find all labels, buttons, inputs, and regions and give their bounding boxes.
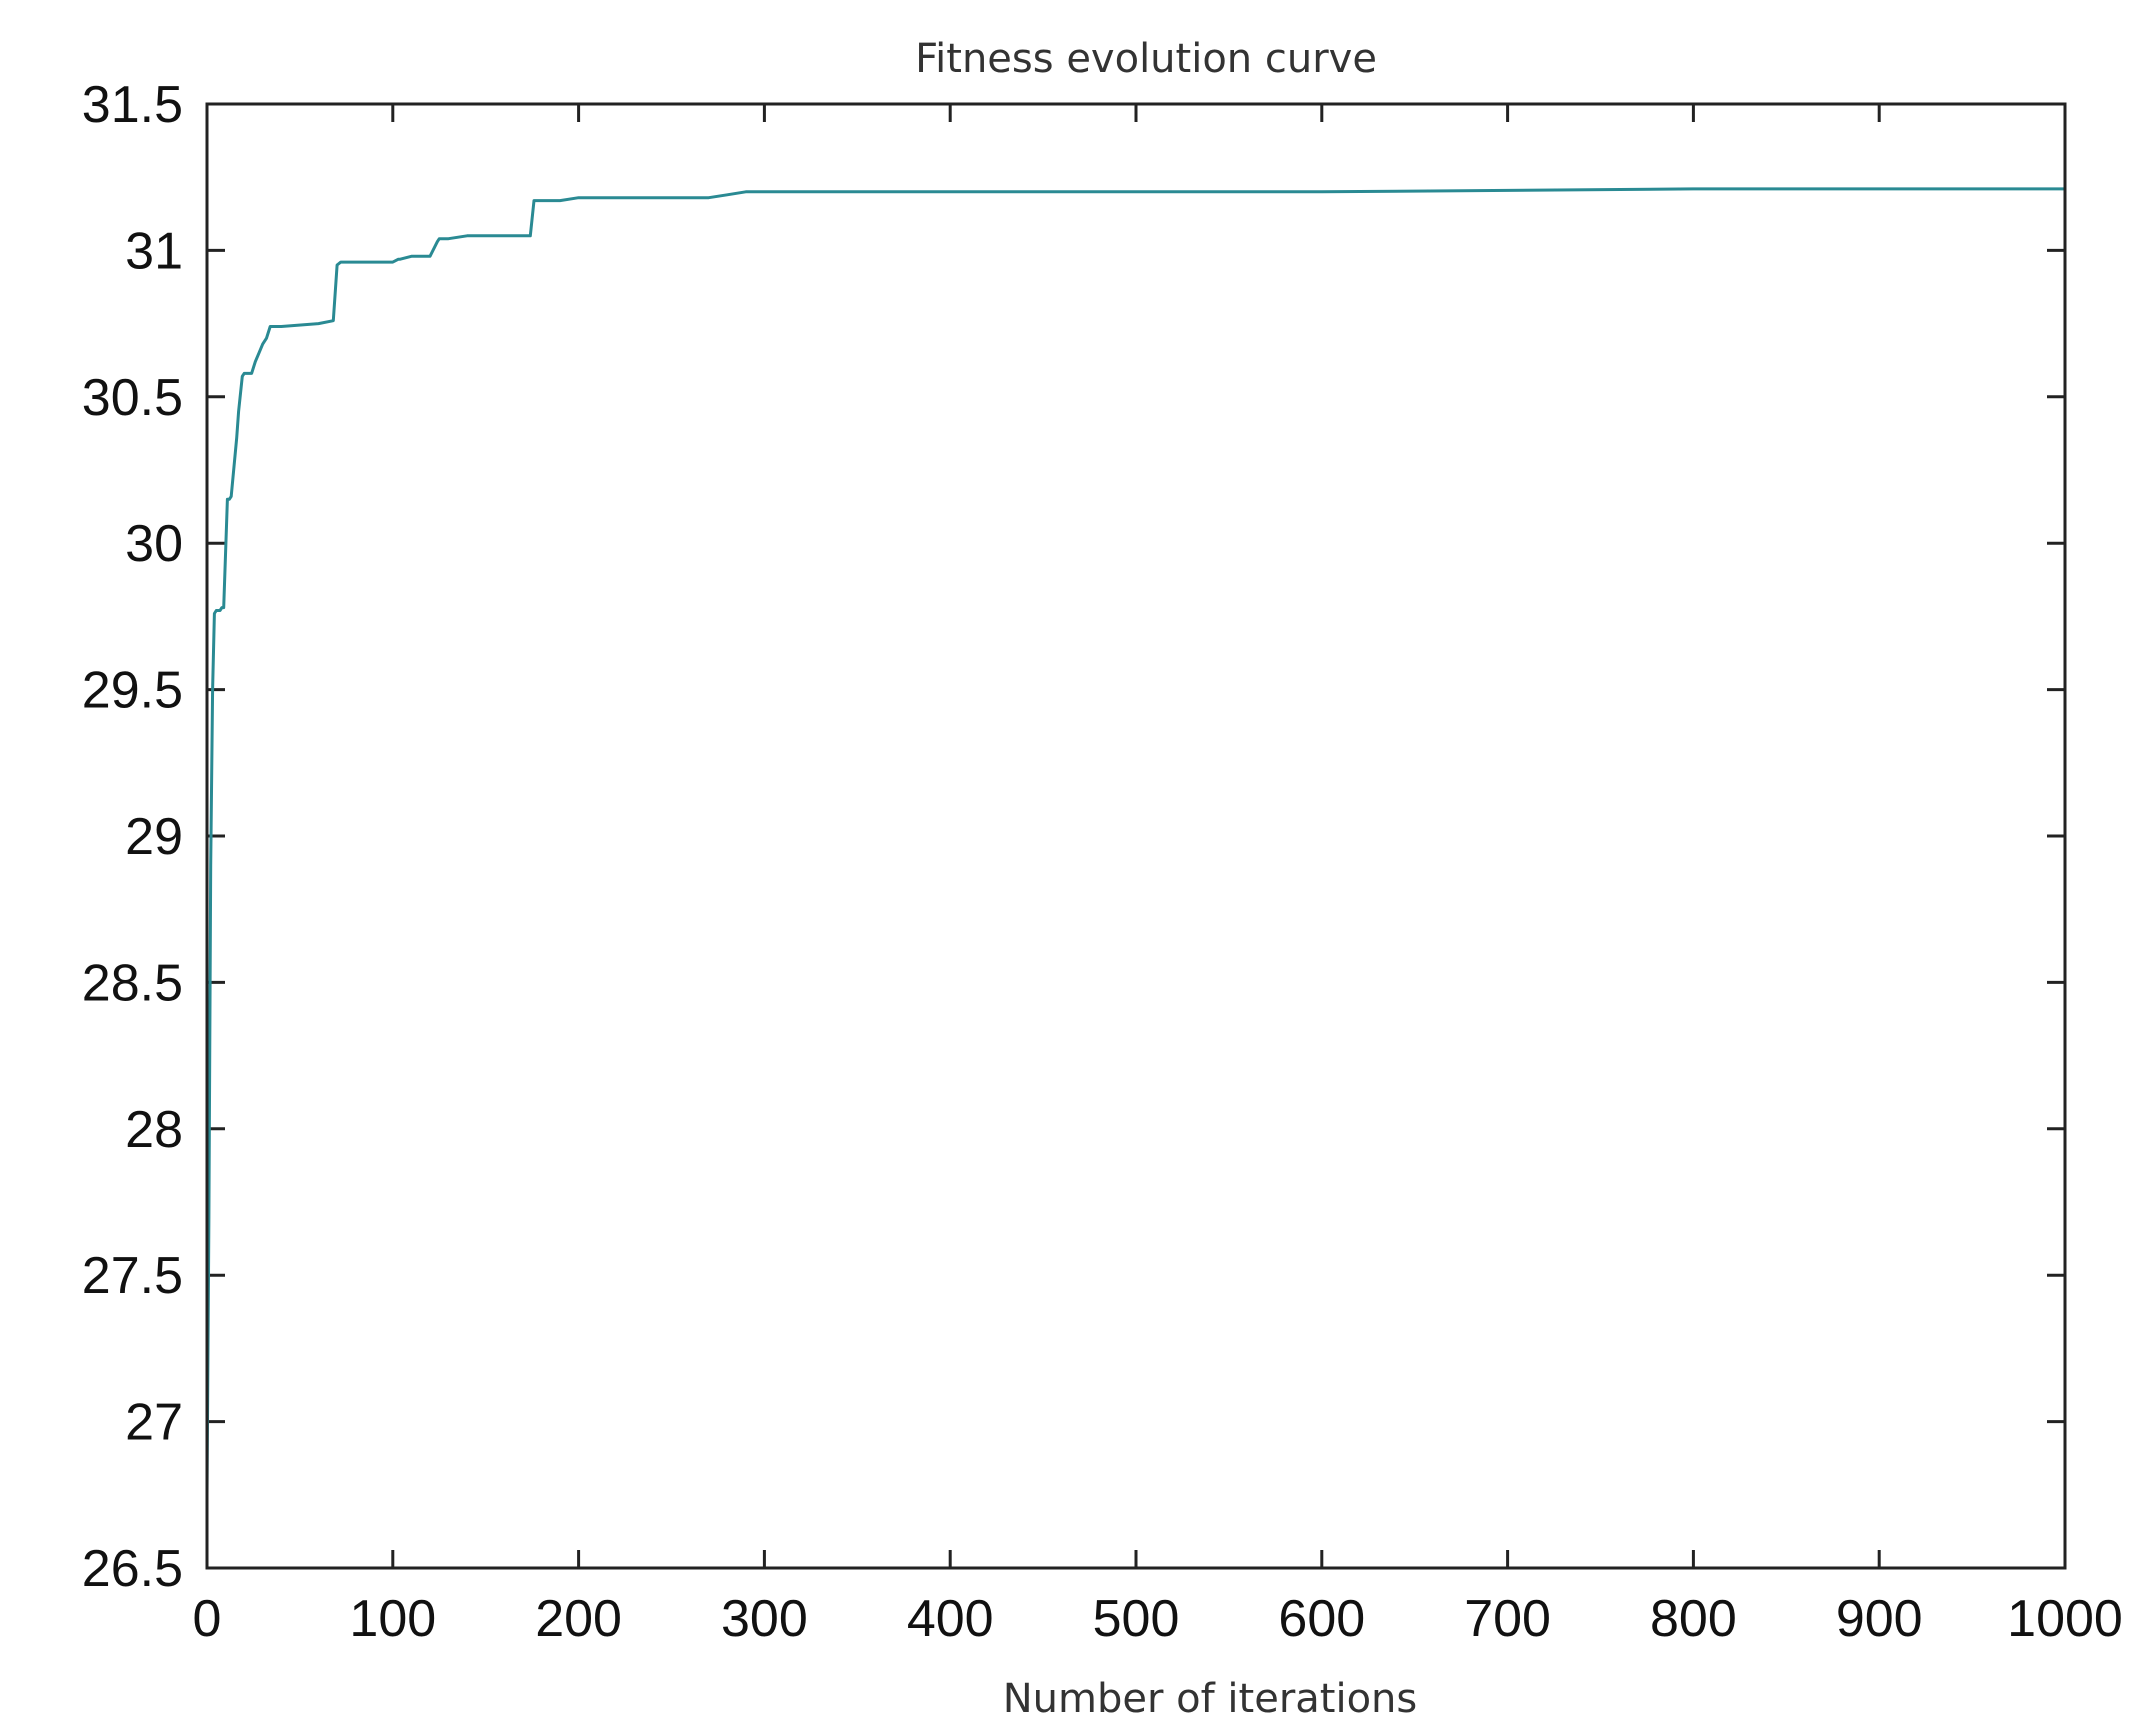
x-tick-label: 600	[1278, 1590, 1365, 1648]
plot-layer	[205, 187, 2065, 1495]
y-tick-label: 27	[125, 1394, 183, 1452]
y-tick-label: 30	[125, 515, 183, 573]
x-tick-label: 100	[349, 1590, 436, 1648]
x-tick-label: 300	[721, 1590, 808, 1648]
y-tick-label: 29	[125, 808, 183, 866]
fitness-series-line	[205, 187, 2065, 1495]
tick-labels-layer: 0 100 200 300 400 500 600 700 800 900 1000 26.5 27 27…	[82, 76, 2123, 1648]
x-axis-title: Number of iterations	[1003, 1676, 1418, 1722]
y-tick-label: 31	[125, 222, 183, 280]
x-tick-label: 900	[1836, 1590, 1923, 1648]
x-tick-label: 200	[535, 1590, 622, 1648]
x-tick-label: 1000	[2007, 1590, 2123, 1648]
ticks-layer	[205, 102, 2067, 1570]
x-tick-label: 500	[1093, 1590, 1180, 1648]
x-tick-label: 700	[1464, 1590, 1551, 1648]
chart-title: Fitness evolution curve	[915, 36, 1377, 82]
y-tick-label: 28	[125, 1101, 183, 1159]
y-tick-label: 28.5	[82, 954, 183, 1012]
y-tick-label: 31.5	[82, 76, 183, 134]
y-tick-label: 29.5	[82, 662, 183, 720]
y-tick-label: 30.5	[82, 369, 183, 427]
x-tick-label: 800	[1650, 1590, 1737, 1648]
plot-frame	[205, 102, 2067, 1570]
x-tick-label: 400	[907, 1590, 994, 1648]
y-tick-label: 26.5	[82, 1540, 183, 1598]
y-tick-label: 27.5	[82, 1247, 183, 1305]
x-tick-label: 0	[193, 1590, 222, 1648]
